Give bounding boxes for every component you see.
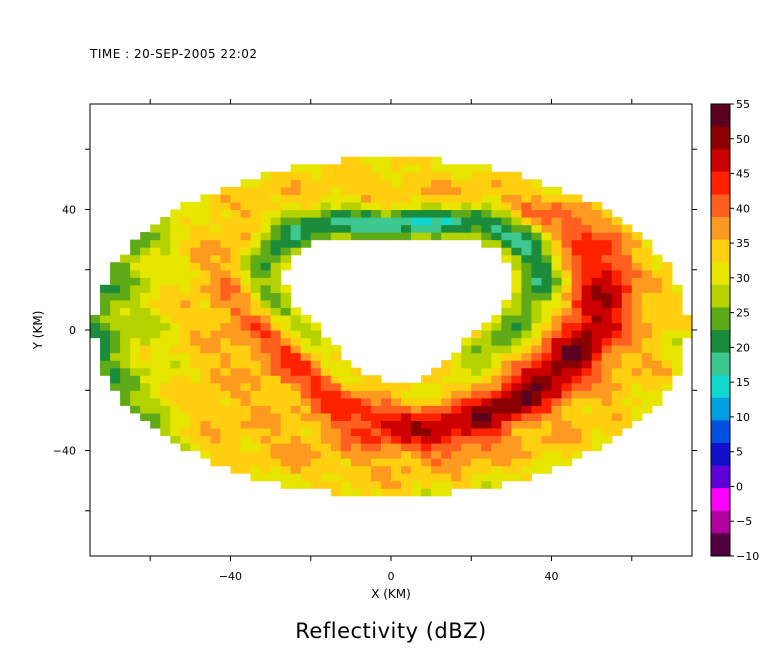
colorbar-segment — [711, 194, 730, 218]
axis-ticks: −40 0 40 −40 0 40 — [53, 99, 697, 583]
reflectivity-field — [90, 156, 692, 497]
colorbar-segment — [711, 239, 730, 263]
colorbar-tick-label: 45 — [736, 168, 750, 181]
x-tick-label: 40 — [545, 570, 559, 583]
colorbar-segment — [711, 126, 730, 150]
colorbar-tick-label: 0 — [736, 480, 743, 493]
y-tick-label: 40 — [62, 203, 76, 216]
colorbar-frame — [710, 103, 731, 557]
x-tick-label: −40 — [219, 570, 242, 583]
colorbar-segment — [711, 352, 730, 376]
time-label: TIME : 20-SEP-2005 22:02 — [90, 47, 258, 61]
colorbar-tick-label: 10 — [736, 411, 750, 424]
colorbar-tick-label: 5 — [736, 446, 743, 459]
colorbar-segment — [711, 284, 730, 308]
colorbar-segment — [711, 330, 730, 354]
colorbar-segment — [711, 171, 730, 195]
colorbar-tick-label: 30 — [736, 272, 750, 285]
colorbar-tick-label: 20 — [736, 341, 750, 354]
colorbar-segment — [711, 465, 730, 489]
colorbar-tick-label: 40 — [736, 202, 750, 215]
colorbar-segment — [711, 217, 730, 241]
colorbar-tick-label: 55 — [736, 98, 750, 111]
colorbar-segment — [711, 375, 730, 399]
colorbar-segment — [711, 307, 730, 331]
colorbar-segment — [711, 420, 730, 444]
y-tick-label: −40 — [53, 445, 76, 458]
colorbar-segment — [711, 104, 730, 128]
colorbar-tick-label: −10 — [736, 550, 759, 563]
colorbar-segment — [711, 488, 730, 512]
x-axis-label: X (KM) — [371, 587, 411, 601]
colorbar-tick-label: 25 — [736, 307, 750, 320]
colorbar-segment — [711, 443, 730, 467]
colorbar-tick-label: −5 — [736, 515, 752, 528]
colorbar-tick-label: 50 — [736, 133, 750, 146]
colorbar-segment — [711, 397, 730, 421]
colorbar-segment — [711, 510, 730, 534]
colorbar-segment — [711, 149, 730, 173]
chart-title: Reflectivity (dBZ) — [295, 619, 486, 643]
x-tick-label: 0 — [388, 570, 395, 583]
y-axis-label: Y (KM) — [31, 311, 45, 351]
colorbar-segment — [711, 533, 730, 557]
colorbar-tick-label: 15 — [736, 376, 750, 389]
colorbar-segment — [711, 262, 730, 286]
colorbar-tick-label: 35 — [736, 237, 750, 250]
y-tick-label: 0 — [69, 324, 76, 337]
